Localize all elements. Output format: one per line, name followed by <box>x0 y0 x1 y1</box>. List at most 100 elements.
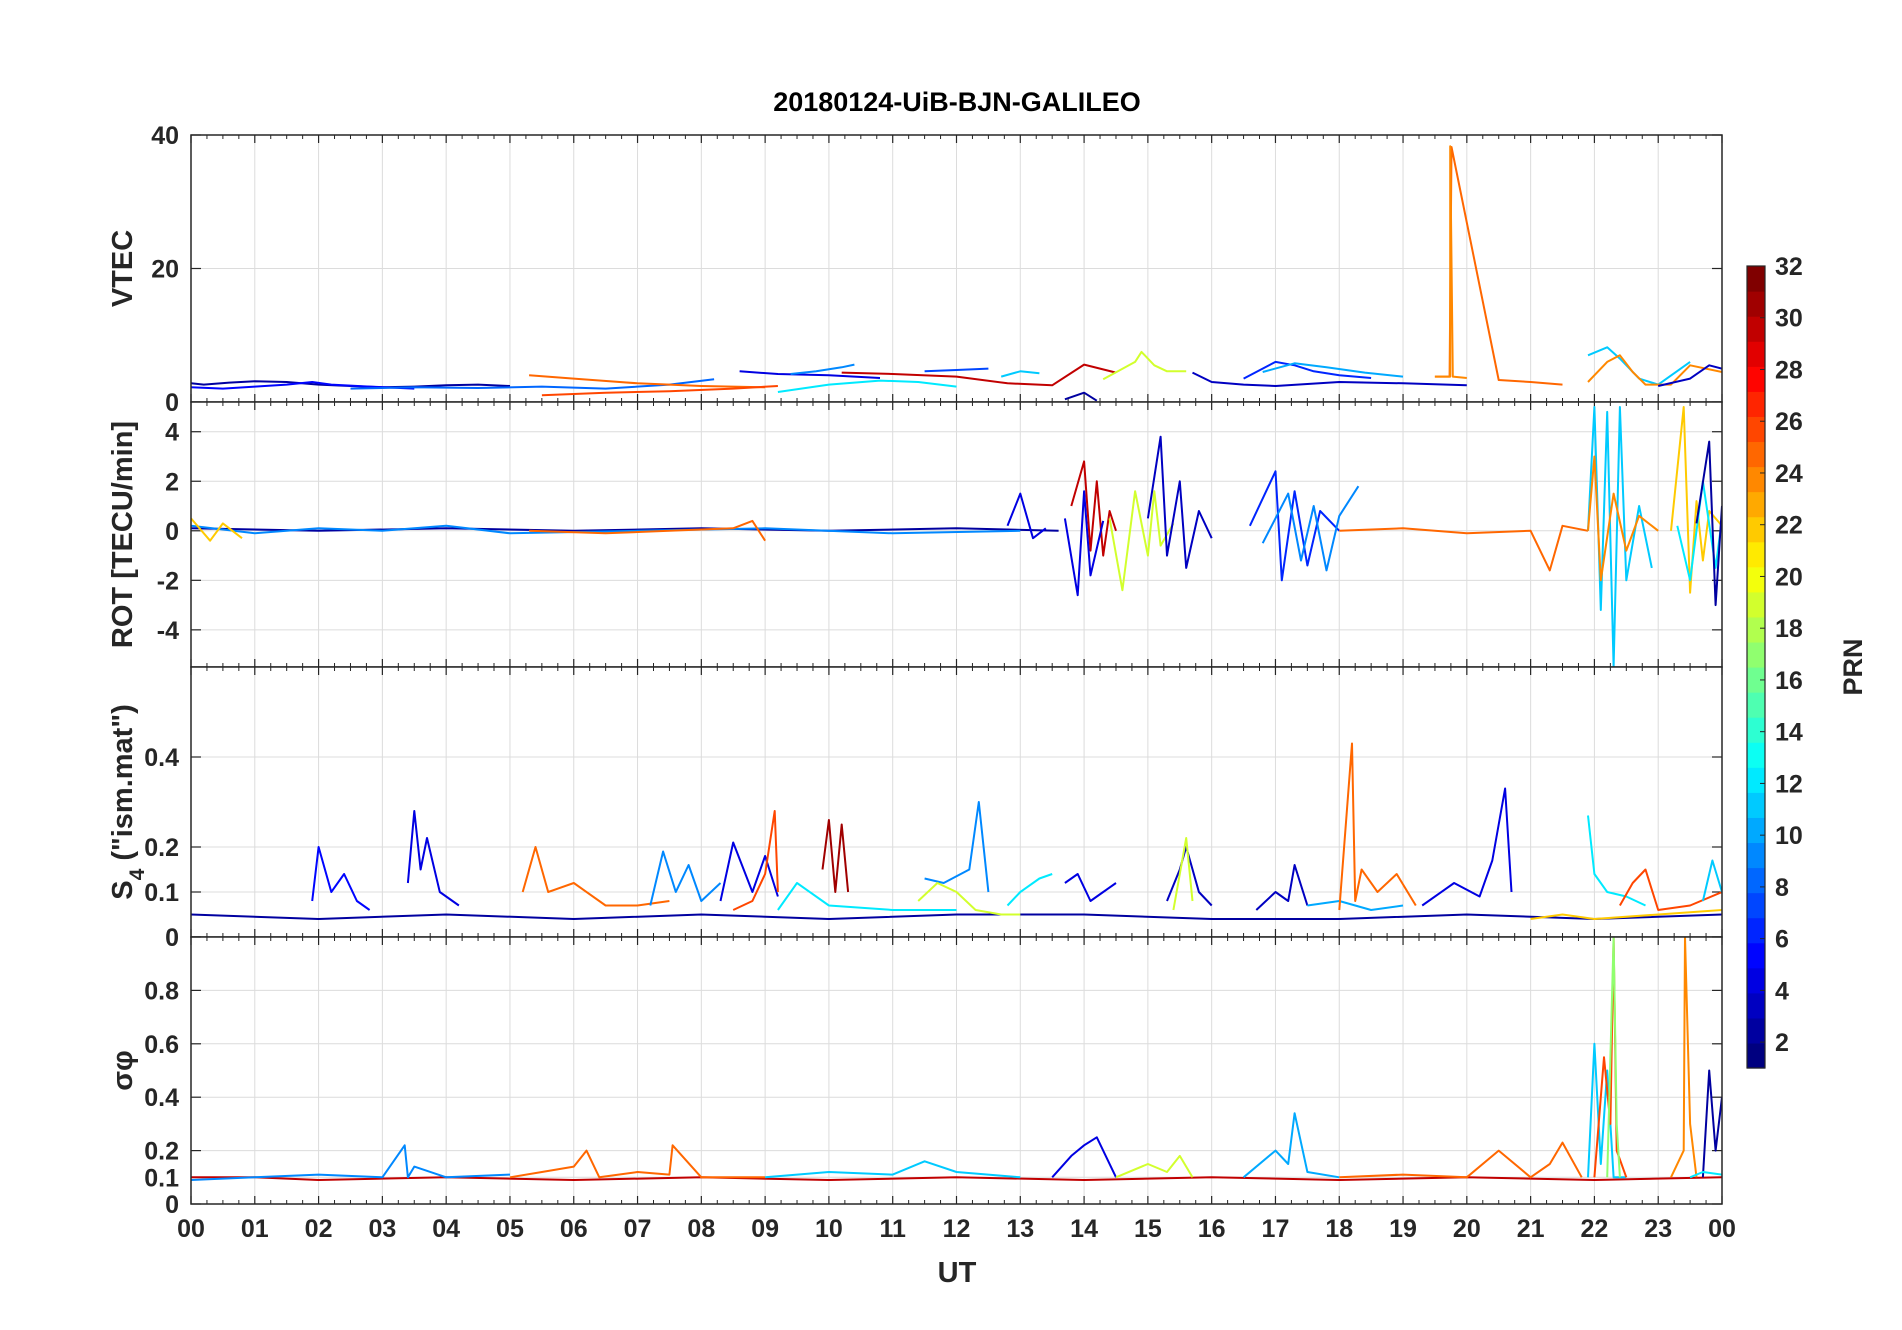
y-tick-label: 20 <box>151 256 179 284</box>
x-tick-label: 08 <box>687 1215 715 1243</box>
series-line-prn-4 <box>719 841 779 902</box>
colorbar-tick-label: 12 <box>1775 770 1803 798</box>
series-line-prn-2 <box>191 913 1722 920</box>
series-line-prn-4 <box>739 370 881 379</box>
colorbar-segment <box>1747 491 1765 518</box>
x-tick-label: 10 <box>815 1215 843 1243</box>
colorbar-segment <box>1747 992 1765 1019</box>
y-tick-label: 0 <box>165 389 179 417</box>
series-line-prn-10 <box>1307 900 1404 911</box>
series-line-prn-19 <box>1108 490 1175 592</box>
colorbar-segment <box>1747 416 1765 443</box>
series-line-prn-24 <box>1587 455 1659 582</box>
axes-frame <box>190 936 1723 1205</box>
panel-1: 0 20 40 VTEC <box>107 122 1723 417</box>
colorbar-tick-label: 8 <box>1775 874 1789 902</box>
series-line-prn-25 <box>1338 742 1417 911</box>
x-tick-label: 03 <box>368 1215 396 1243</box>
y-tick-label: 0.6 <box>144 1031 179 1059</box>
x-tick-label: 12 <box>943 1215 971 1243</box>
x-tick-label: 23 <box>1644 1215 1672 1243</box>
series-line-prn-25 <box>521 846 670 907</box>
series-line-prn-25 <box>1339 1141 1583 1179</box>
colorbar-segment <box>1747 316 1765 342</box>
y-tick-label: 0 <box>165 1191 179 1219</box>
series-line-prn-2 <box>1701 1069 1722 1178</box>
series-line-prn-2 <box>1064 391 1098 402</box>
x-tick-label: 05 <box>496 1215 524 1243</box>
series-line-prn-12 <box>1006 873 1053 907</box>
colorbar-segment <box>1747 366 1765 392</box>
series-line-prn-24 <box>1587 354 1722 386</box>
panel-2: -4 -2 0 2 4 ROT [TECU/min] <box>107 401 1723 668</box>
series-line-prn-4 <box>1006 492 1047 540</box>
y-axis-label-sub: 4 <box>126 868 149 880</box>
series-line-prn-25 <box>1339 524 1589 572</box>
y-tick-label: -2 <box>157 567 179 595</box>
colorbar-tick-label: 6 <box>1775 926 1789 954</box>
series-line-prn-31 <box>821 819 850 893</box>
series-line-prn-17 <box>1606 937 1621 1178</box>
colorbar-segment <box>1747 441 1765 468</box>
series-group <box>191 406 1722 667</box>
colorbar-tick-label: 20 <box>1775 563 1803 591</box>
x-tick-label: 22 <box>1581 1215 1609 1243</box>
colorbar-segment <box>1747 767 1765 793</box>
y-tick-label: 0.1 <box>144 879 179 907</box>
series-line-prn-9 <box>191 524 1021 535</box>
colorbar-segment <box>1747 742 1765 768</box>
series-line-prn-3 <box>1146 435 1213 569</box>
colorbar-segment <box>1747 541 1765 568</box>
panel-4: 00.10.2 0.4 0.6 0.8 σφ <box>107 936 1723 1219</box>
y-tick-label: 0.2 <box>144 834 179 862</box>
x-tick-label: 00 <box>177 1215 205 1243</box>
series-line-prn-30 <box>1070 460 1117 557</box>
x-tick-label: 18 <box>1325 1215 1353 1243</box>
colorbar-segment <box>1747 867 1765 894</box>
series-line-prn-9 <box>790 363 855 375</box>
y-axis-label: VTEC <box>107 230 139 307</box>
colorbar-tick-label: 16 <box>1775 667 1803 695</box>
series-group <box>191 742 1722 920</box>
series-line-prn-5 <box>311 846 371 911</box>
x-tick-label: 20 <box>1453 1215 1481 1243</box>
colorbar-segment <box>1747 892 1765 919</box>
colorbar-tick-label: 2 <box>1775 1029 1789 1057</box>
y-axis-label: ROT [TECU/min] <box>107 421 139 648</box>
y-axis-label-main: S <box>107 880 139 899</box>
colorbar-segment <box>1747 466 1765 493</box>
colorbar-tick-label: 4 <box>1775 977 1789 1005</box>
series-line-prn-4 <box>1064 873 1117 902</box>
series-line-prn-4 <box>1063 490 1105 597</box>
y-tick-label: 2 <box>165 468 179 496</box>
series-line-prn-9 <box>1261 485 1360 572</box>
y-tick-label: 0.4 <box>144 744 179 772</box>
colorbar-tick-label: 30 <box>1775 305 1803 333</box>
y-tick-label: 4 <box>165 419 179 447</box>
series-line-prn-9 <box>191 1144 511 1181</box>
series-line-prn-26 <box>1619 868 1722 911</box>
colorbar-segment <box>1747 717 1765 743</box>
x-tick-label: 21 <box>1517 1215 1545 1243</box>
series-line-prn-10 <box>1262 362 1404 378</box>
series-line-prn-11 <box>1587 406 1653 667</box>
colorbar-segment <box>1747 566 1765 593</box>
colorbar-segment <box>1747 391 1765 417</box>
colorbar-tick-label: 26 <box>1775 408 1803 436</box>
y-tick-label: 0.2 <box>144 1138 179 1166</box>
series-group <box>191 145 1722 402</box>
series-line-prn-3 <box>1255 864 1309 911</box>
colorbar-segment <box>1747 641 1765 668</box>
x-tick-label: 15 <box>1134 1215 1162 1243</box>
y-tick-label: 0.4 <box>144 1084 179 1112</box>
panel-3: 00.10.20.4S4 ("ism.mat") <box>107 666 1723 952</box>
series-line-prn-25 <box>529 519 766 542</box>
series-line-prn-19 <box>1172 837 1194 911</box>
y-axis-label-rest: ("ism.mat") <box>107 704 139 868</box>
series-line-prn-19 <box>1102 350 1187 381</box>
colorbar-tick-label: 22 <box>1775 512 1803 540</box>
series-line-prn-26 <box>732 810 779 911</box>
